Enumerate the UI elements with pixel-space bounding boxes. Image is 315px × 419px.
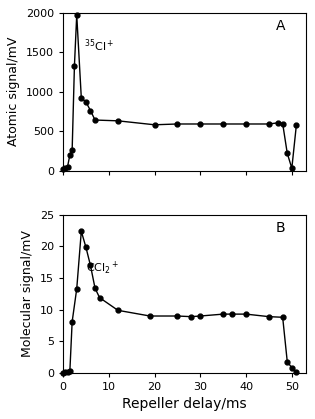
Text: B: B (275, 221, 285, 235)
Text: CCl$_2$$^+$: CCl$_2$$^+$ (86, 260, 119, 277)
Y-axis label: Atomic signal/mV: Atomic signal/mV (7, 37, 20, 146)
Text: A: A (275, 19, 285, 33)
X-axis label: Repeller delay/ms: Repeller delay/ms (122, 398, 247, 411)
Y-axis label: Molecular signal/mV: Molecular signal/mV (21, 230, 34, 357)
Text: $^{35}$Cl$^+$: $^{35}$Cl$^+$ (83, 37, 114, 54)
